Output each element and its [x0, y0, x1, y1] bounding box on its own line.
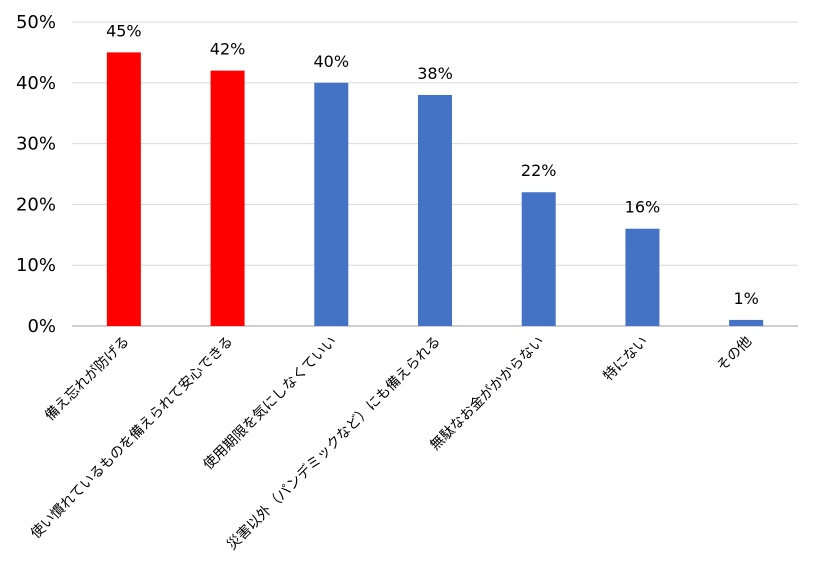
data-label: 1% — [733, 289, 758, 308]
bar — [106, 52, 141, 327]
data-label: 16% — [625, 198, 661, 217]
category-label: 使い慣れているものを備えられて安心できる — [27, 333, 236, 542]
y-tick-label: 0% — [27, 316, 56, 337]
bar — [521, 192, 556, 326]
y-tick-label: 30% — [16, 134, 56, 155]
y-tick-label: 10% — [16, 255, 56, 276]
y-tick-label: 50% — [16, 12, 56, 33]
bar-layer — [106, 52, 764, 327]
data-label: 40% — [314, 52, 350, 71]
bar — [625, 228, 660, 326]
y-tick-label: 20% — [16, 194, 56, 215]
category-label: 無駄なお金がかからない — [427, 334, 547, 454]
y-tick-label: 40% — [16, 73, 56, 94]
category-label: 特にない — [600, 334, 651, 385]
bar — [418, 94, 452, 327]
bar — [210, 70, 245, 326]
data-label: 38% — [417, 64, 453, 83]
data-label: 42% — [210, 40, 246, 59]
data-label: 22% — [521, 161, 557, 180]
data-label: 45% — [106, 21, 142, 40]
category-label: 備え忘れが防げる — [42, 334, 133, 425]
category-label: 災害以外（パンデミックなど）にも備えられる — [223, 333, 443, 553]
bar — [729, 319, 764, 326]
category-label: その他 — [714, 334, 755, 375]
bar — [314, 82, 349, 326]
